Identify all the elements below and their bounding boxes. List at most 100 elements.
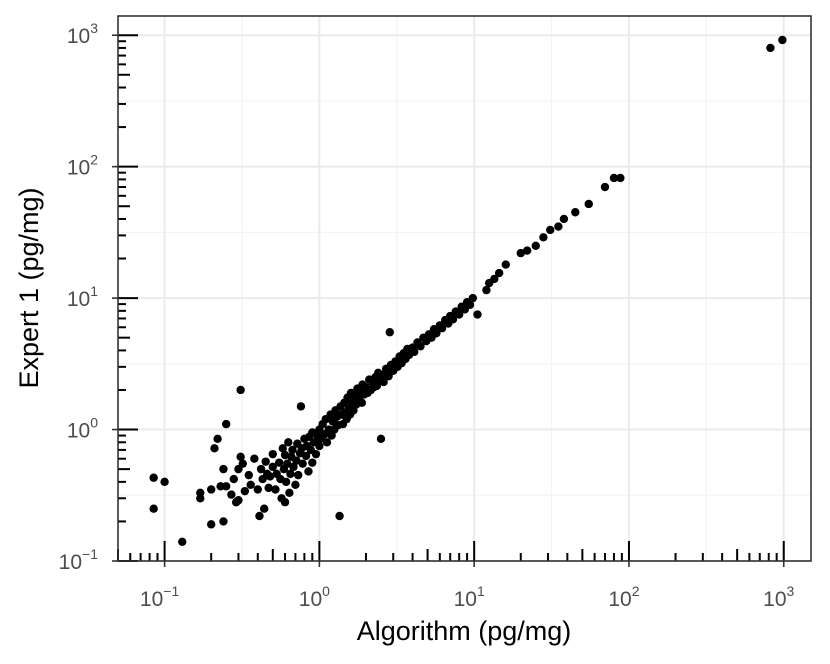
- data-point: [289, 462, 298, 472]
- data-point: [322, 438, 332, 447]
- data-point: [255, 511, 264, 521]
- data-point: [304, 467, 313, 476]
- x-tick-label: 100: [299, 583, 330, 611]
- data-point: [261, 457, 270, 466]
- data-point: [250, 454, 259, 463]
- data-point: [149, 473, 158, 482]
- data-point: [259, 504, 269, 513]
- data-point: [219, 464, 228, 474]
- data-point: [274, 458, 284, 467]
- data-point: [286, 469, 295, 479]
- data-point: [219, 517, 228, 526]
- y-tick-label: 101: [67, 283, 98, 311]
- data-point: [284, 438, 293, 447]
- data-point: [335, 511, 344, 521]
- y-tick-label: 103: [67, 20, 98, 48]
- data-point: [264, 483, 273, 493]
- data-point: [357, 398, 367, 407]
- data-point: [244, 470, 254, 480]
- data-point: [501, 260, 510, 269]
- data-point: [268, 449, 277, 459]
- data-point: [301, 451, 311, 461]
- data-point: [490, 274, 499, 284]
- y-tick-label: 100: [67, 415, 98, 443]
- data-point: [468, 293, 478, 303]
- data-point: [246, 480, 255, 489]
- data-point: [238, 459, 247, 468]
- data-point: [285, 488, 294, 498]
- data-point: [221, 419, 231, 429]
- data-point: [432, 329, 441, 338]
- plot-panel-border: [117, 15, 812, 562]
- data-point: [149, 504, 158, 513]
- data-point: [178, 537, 187, 546]
- data-point: [378, 370, 387, 380]
- data-point: [160, 477, 169, 487]
- data-point: [410, 347, 419, 357]
- data-point: [600, 182, 610, 192]
- y-tick-label: 102: [67, 152, 98, 180]
- x-axis-title: Algorithm (pg/mg): [357, 616, 572, 646]
- x-tick-label: 102: [608, 583, 639, 611]
- data-point: [473, 310, 482, 319]
- data-point: [227, 490, 236, 499]
- data-point: [448, 315, 458, 324]
- data-point: [584, 199, 593, 209]
- data-point: [278, 444, 287, 453]
- data-point: [609, 173, 619, 183]
- data-point: [292, 456, 301, 465]
- data-point: [539, 233, 548, 242]
- data-point: [315, 441, 324, 451]
- y-tick-label: 10−1: [59, 546, 99, 574]
- plot-panel-background: [118, 16, 811, 561]
- x-tick-label: 103: [763, 583, 794, 611]
- data-point: [437, 324, 447, 333]
- data-point: [416, 342, 425, 351]
- data-point: [229, 474, 239, 484]
- data-point: [271, 485, 280, 494]
- data-point: [296, 402, 306, 411]
- data-point: [221, 482, 231, 491]
- data-point: [379, 377, 388, 387]
- data-point: [210, 444, 219, 453]
- data-point: [522, 246, 532, 255]
- data-point: [291, 480, 300, 489]
- data-point: [213, 434, 222, 444]
- data-point: [311, 449, 321, 459]
- data-point: [234, 496, 243, 505]
- data-point: [376, 434, 386, 444]
- data-point: [571, 208, 580, 217]
- data-points: [149, 35, 787, 546]
- data-point: [616, 173, 625, 183]
- data-point: [283, 459, 292, 468]
- data-point: [554, 222, 563, 231]
- x-tick-label: 101: [454, 583, 485, 611]
- data-point: [240, 486, 250, 496]
- data-point: [494, 268, 504, 278]
- data-point: [766, 43, 775, 53]
- data-point: [531, 241, 540, 250]
- x-axis-ticks: 10−1 100 101 102 103: [140, 561, 795, 611]
- data-point: [546, 225, 555, 235]
- data-point: [253, 485, 262, 494]
- data-point: [298, 459, 307, 468]
- data-point: [385, 328, 394, 337]
- y-axis-ticks: 10−1 100 101 102 103: [59, 20, 118, 574]
- x-tick-label: 10−1: [140, 583, 180, 611]
- data-point: [559, 214, 569, 224]
- data-point: [281, 477, 291, 487]
- data-point: [778, 35, 787, 45]
- data-point: [516, 248, 525, 258]
- data-point: [206, 520, 216, 529]
- data-point: [280, 450, 290, 460]
- data-point: [236, 385, 245, 395]
- data-point: [256, 464, 266, 474]
- data-point: [268, 462, 277, 472]
- data-point: [465, 300, 475, 309]
- data-point: [206, 485, 216, 494]
- data-point: [280, 498, 290, 507]
- data-point: [294, 470, 303, 480]
- data-point: [308, 458, 317, 467]
